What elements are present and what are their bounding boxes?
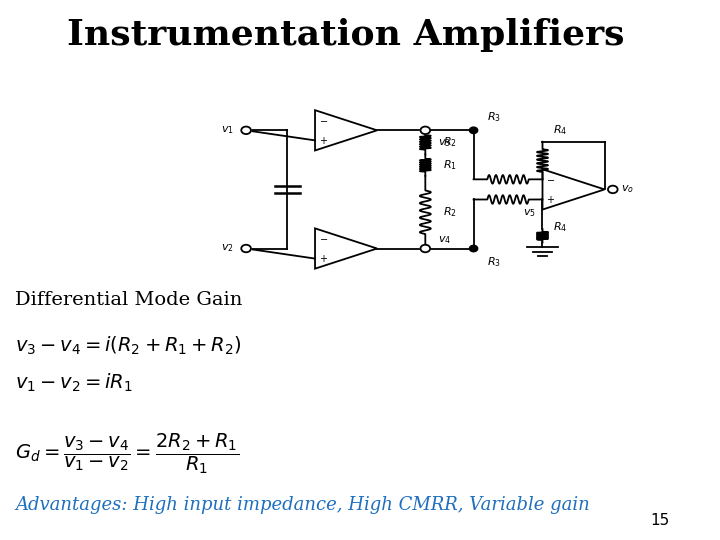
Text: $R_2$: $R_2$ [443, 205, 456, 219]
Text: $v_5$: $v_5$ [523, 207, 536, 219]
Text: $R_1$: $R_1$ [443, 158, 456, 172]
Text: Differential Mode Gain: Differential Mode Gain [15, 292, 243, 309]
Text: $v_o$: $v_o$ [621, 184, 634, 195]
Text: $v_2$: $v_2$ [221, 242, 234, 254]
Text: Instrumentation Amplifiers: Instrumentation Amplifiers [67, 17, 625, 51]
Circle shape [241, 126, 251, 134]
Text: $v_1 - v_2 = iR_1$: $v_1 - v_2 = iR_1$ [15, 372, 133, 394]
Text: $R_3$: $R_3$ [487, 255, 501, 269]
Text: 15: 15 [651, 513, 670, 528]
Text: $+$: $+$ [319, 135, 328, 146]
Text: Advantages: High input impedance, High CMRR, Variable gain: Advantages: High input impedance, High C… [15, 496, 590, 514]
Circle shape [469, 127, 477, 133]
Text: $v_3 - v_4 = i(R_2 + R_1 + R_2)$: $v_3 - v_4 = i(R_2 + R_1 + R_2)$ [15, 334, 242, 357]
Text: $v_3$: $v_3$ [438, 137, 451, 148]
Circle shape [420, 126, 430, 134]
Circle shape [469, 245, 477, 252]
Text: $v_4$: $v_4$ [438, 234, 451, 246]
Text: $v_1$: $v_1$ [221, 124, 234, 136]
Text: $-$: $-$ [319, 115, 328, 125]
Text: $R_4$: $R_4$ [553, 221, 567, 234]
Text: $R_3$: $R_3$ [487, 110, 501, 124]
Text: $-$: $-$ [546, 174, 555, 184]
Text: $R_4$: $R_4$ [553, 124, 567, 138]
Circle shape [420, 245, 430, 252]
Text: $+$: $+$ [319, 253, 328, 264]
Text: $+$: $+$ [546, 194, 555, 205]
Circle shape [241, 245, 251, 252]
Text: $G_d = \dfrac{v_3 - v_4}{v_1 - v_2} = \dfrac{2R_2 + R_1}{R_1}$: $G_d = \dfrac{v_3 - v_4}{v_1 - v_2} = \d… [15, 431, 239, 476]
Text: $R_2$: $R_2$ [443, 136, 456, 149]
Circle shape [608, 186, 618, 193]
Text: $-$: $-$ [319, 233, 328, 244]
